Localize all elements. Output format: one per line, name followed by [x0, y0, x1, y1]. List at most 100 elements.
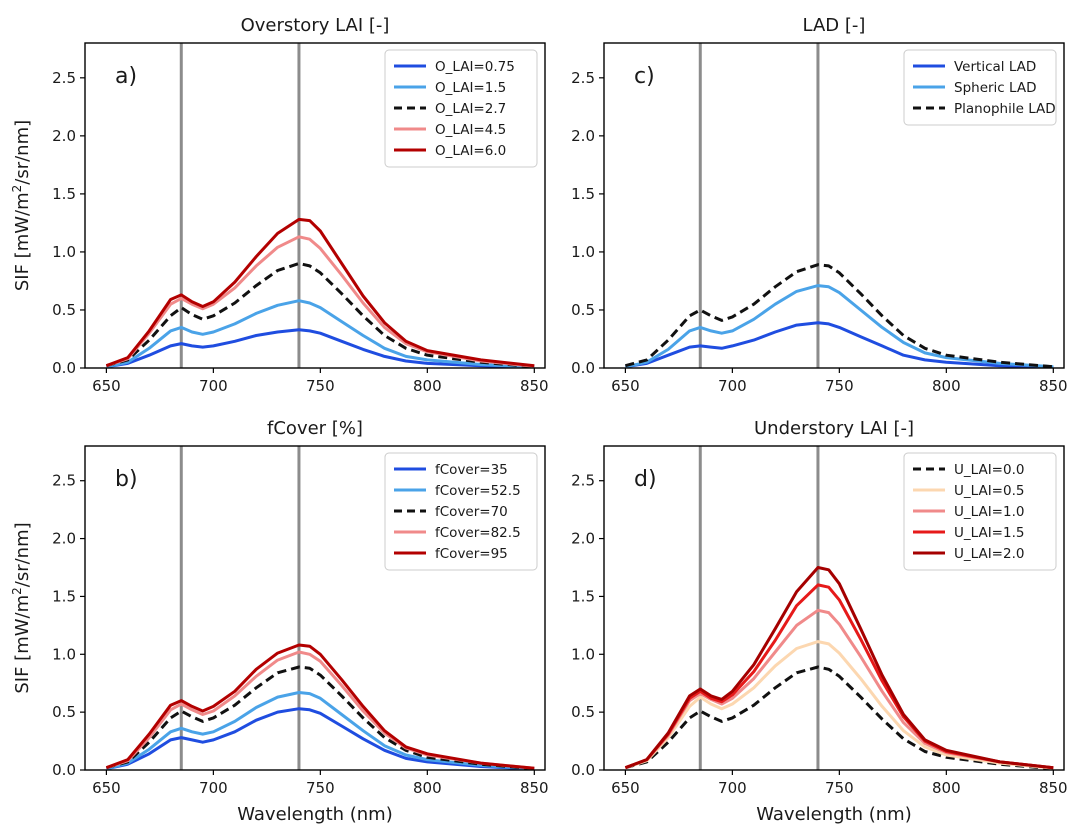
series-group [105, 643, 535, 770]
legend-label: U_LAI=1.5 [954, 525, 1024, 541]
series-line [625, 665, 1054, 770]
y-tick-label: 1.5 [571, 185, 595, 203]
y-tick-label: 0.5 [52, 703, 76, 721]
plot-frame [603, 445, 1065, 771]
x-tick-label: 750 [825, 377, 854, 395]
legend-label: U_LAI=0.5 [954, 483, 1024, 499]
y-tick-label: 2.5 [52, 69, 76, 87]
panel-c: 650 700 750 800 850 0.0 0.5 1.0 1.5 2.0 2.5 LAD [-]… [571, 15, 1067, 395]
legend: fCover=35 fCover=52.5 fCover=70 fCover=82.5… [384, 452, 538, 571]
plot-frame [84, 445, 546, 771]
y-axis-label-sup: 2 [10, 587, 24, 595]
x-axis-label: Wavelength (nm) [756, 804, 912, 825]
legend-label: fCover=35 [435, 462, 508, 478]
panel-title: LAD [-] [803, 15, 866, 36]
series-line [624, 566, 1054, 770]
legend-label: Planophile LAD [954, 101, 1056, 117]
y-tick-label: 1.0 [52, 645, 76, 663]
legend-label: O_LAI=2.7 [435, 101, 506, 117]
series-line [625, 321, 1054, 368]
series-group [105, 217, 535, 368]
y-tick-label: 1.5 [52, 185, 76, 203]
legend-label: O_LAI=6.0 [435, 143, 506, 159]
y-axis-label-tail: /sr/nm] [12, 120, 33, 185]
y-tick-label: 1.0 [571, 243, 595, 261]
panel-d: 650 700 750 800 850 0.0 0.5 1.0 1.5 2.0 2.5 Underst… [571, 418, 1067, 825]
panel-letter: b) [115, 467, 138, 492]
x-tick-label: 850 [520, 377, 549, 395]
legend-label: O_LAI=1.5 [435, 80, 506, 96]
series-line [106, 262, 535, 368]
plot-frame [603, 42, 1065, 369]
legend-label: fCover=70 [435, 504, 508, 520]
panel-letter: a) [115, 64, 137, 89]
x-tick-label: 650 [92, 779, 121, 797]
series-line [105, 217, 535, 368]
x-tick-label: 650 [92, 377, 121, 395]
legend-label: O_LAI=0.75 [435, 59, 515, 75]
series-line [625, 284, 1054, 368]
x-tick-label: 700 [718, 377, 747, 395]
legend: Vertical LAD Spheric LAD Planophile LAD [903, 49, 1057, 126]
legend-label: fCover=95 [435, 546, 508, 562]
panel-letter: d) [634, 467, 657, 492]
legend-label: fCover=82.5 [435, 525, 521, 541]
series-line [105, 235, 535, 368]
y-tick-label: 1.0 [571, 645, 595, 663]
y-tick-label: 0.0 [571, 359, 595, 377]
panel-letter: c) [634, 64, 655, 89]
series-line [106, 328, 535, 368]
panel-title: fCover [%] [267, 418, 363, 439]
x-tick-label: 650 [611, 377, 640, 395]
y-tick-label: 0.0 [52, 761, 76, 779]
legend-label: fCover=52.5 [435, 483, 521, 499]
y-tick-label: 1.0 [52, 243, 76, 261]
panel-a: 650 700 750 800 850 0.0 0.5 1.0 1.5 2.0 2.5 Oversto… [10, 15, 549, 395]
legend-label: Spheric LAD [954, 80, 1036, 96]
legend-frame [903, 49, 1057, 126]
legend-label: O_LAI=4.5 [435, 122, 506, 138]
legend-label: Vertical LAD [954, 59, 1036, 75]
panel-title: Understory LAI [-] [754, 418, 914, 439]
series-line [106, 707, 535, 770]
y-tick-label: 2.0 [571, 127, 595, 145]
series-line [106, 691, 535, 770]
series-group [624, 566, 1054, 770]
y-tick-label: 1.5 [571, 587, 595, 605]
x-axis-label: Wavelength (nm) [237, 804, 393, 825]
y-axis-label-main: SIF [mW/m [12, 595, 33, 694]
x-tick-label: 750 [306, 779, 335, 797]
y-axis-label-sup: 2 [10, 185, 24, 193]
x-tick-label: 650 [611, 779, 640, 797]
legend-frame [384, 452, 538, 571]
series-line [624, 640, 1054, 770]
plot-frame [84, 42, 546, 369]
x-tick-label: 850 [1039, 377, 1068, 395]
y-tick-label: 2.0 [52, 530, 76, 548]
series-line [105, 650, 535, 770]
y-axis-label-tail: /sr/nm] [12, 522, 33, 587]
y-axis-label: SIF [mW/m2/sr/nm] [10, 120, 33, 291]
y-tick-label: 2.0 [52, 127, 76, 145]
x-tick-label: 850 [520, 779, 549, 797]
x-tick-label: 750 [306, 377, 335, 395]
series-line [625, 263, 1054, 368]
series-line [106, 665, 535, 770]
x-tick-label: 700 [718, 779, 747, 797]
y-tick-label: 2.5 [52, 472, 76, 490]
series-line [624, 608, 1054, 770]
x-tick-label: 800 [932, 377, 961, 395]
panel-b: 650 700 750 800 850 0.0 0.5 1.0 1.5 2.0 2.5 fCover … [10, 418, 549, 825]
y-tick-label: 0.5 [571, 301, 595, 319]
x-tick-label: 850 [1039, 779, 1068, 797]
y-tick-label: 0.0 [52, 359, 76, 377]
series-line [105, 643, 535, 770]
x-tick-label: 700 [199, 377, 228, 395]
series-line [106, 299, 535, 368]
y-axis-label: SIF [mW/m2/sr/nm] [10, 522, 33, 693]
x-tick-label: 700 [199, 779, 228, 797]
y-tick-label: 1.5 [52, 587, 76, 605]
legend: O_LAI=0.75 O_LAI=1.5 O_LAI=2.7 O_LAI=4.5 O_L… [384, 49, 538, 168]
y-tick-label: 2.5 [571, 69, 595, 87]
